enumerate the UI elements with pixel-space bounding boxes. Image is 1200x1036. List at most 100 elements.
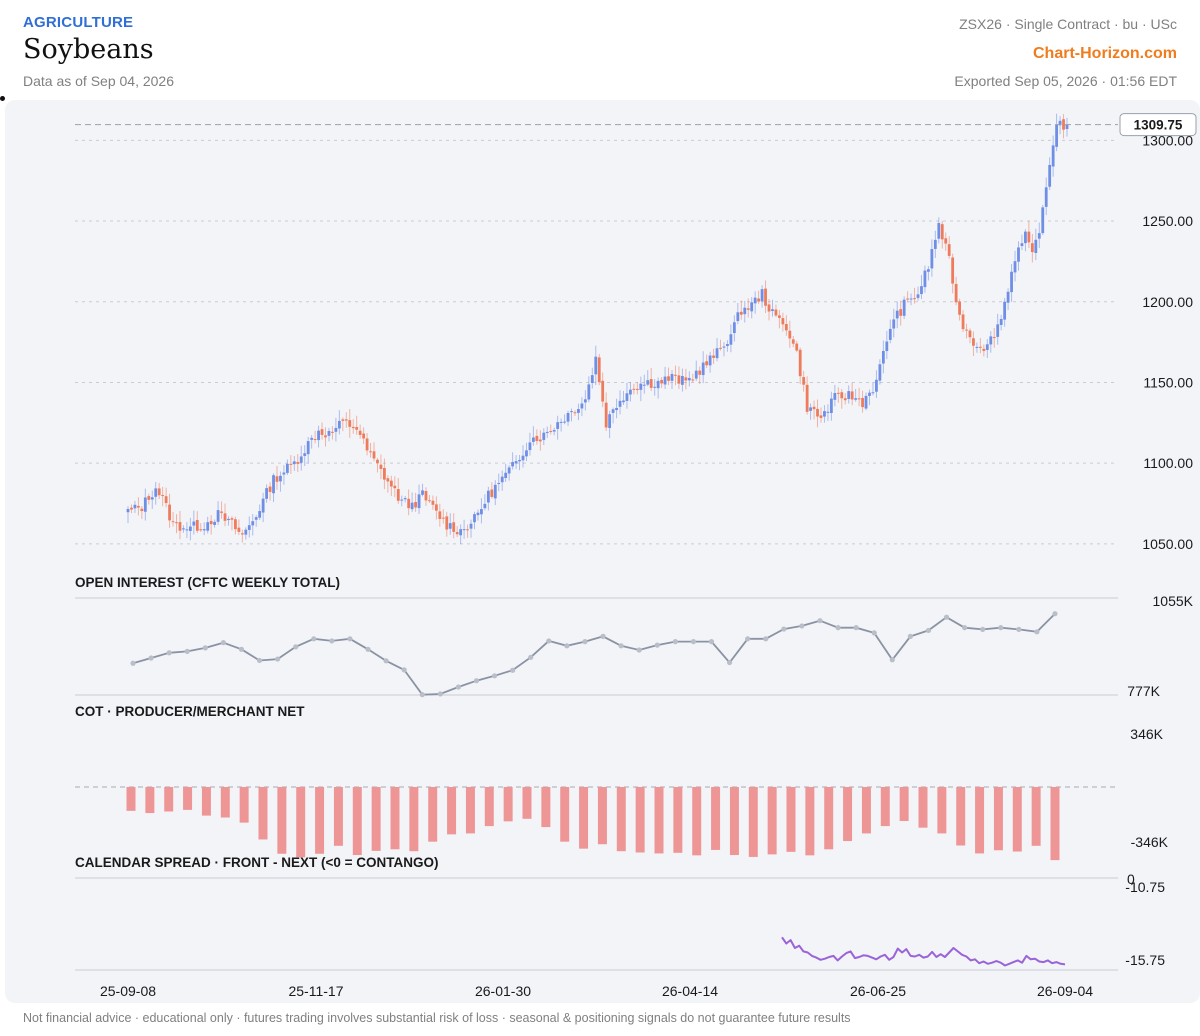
candle-body (216, 510, 220, 522)
cot-bar (579, 787, 589, 849)
candle-body (504, 472, 508, 479)
candle-body (826, 411, 830, 413)
cot-bar (164, 787, 174, 812)
candle-body (324, 435, 327, 438)
candle-body (982, 348, 986, 351)
candle-body (698, 370, 702, 375)
candle-body (1058, 120, 1062, 126)
candle-body (857, 398, 861, 400)
x-axis-labels: 25-09-08 25-11-17 26-01-30 26-04-14 26-06-25… (100, 983, 1093, 999)
cot-bar (975, 787, 985, 854)
candle-body (199, 529, 203, 531)
candle-body (234, 519, 237, 530)
candle-body (992, 337, 996, 339)
brand-link[interactable]: Chart-Horizon.com (1033, 45, 1177, 62)
price-tick-label: 1100.00 (1143, 455, 1193, 471)
candle-body (559, 421, 563, 423)
oi-point (564, 643, 570, 649)
cot-bar (239, 787, 249, 823)
spread-tick-label: -10.75 (1125, 879, 1165, 895)
candle-body (310, 437, 314, 440)
price-candles (126, 113, 1069, 545)
oi-tick-label: 1055K (1153, 593, 1194, 609)
candle-body (743, 307, 747, 315)
cot-bar (918, 787, 928, 828)
candle-body (372, 451, 376, 459)
candle-body (493, 484, 497, 499)
candle-body (587, 384, 591, 400)
candle-body (719, 347, 722, 349)
candle-body (531, 437, 535, 442)
candle-body (629, 389, 632, 395)
candle-body (507, 467, 511, 474)
candle-body (511, 462, 515, 467)
candle-body (1044, 187, 1048, 207)
candle-body (913, 298, 916, 300)
oi-panel-title: OPEN INTEREST (CFTC WEEKLY TOTAL) (75, 575, 340, 590)
candle-body (452, 522, 456, 532)
candle-body (674, 374, 677, 376)
candle-body (552, 430, 556, 432)
candle-body (875, 379, 878, 392)
candle-body (1062, 119, 1065, 130)
oi-point (510, 667, 516, 673)
candle-body (240, 533, 244, 535)
oi-point (1052, 611, 1058, 617)
candle-body (265, 488, 268, 499)
oi-point (256, 657, 263, 664)
candle-body (1065, 124, 1069, 129)
candle-body (843, 398, 847, 401)
candle-body (784, 324, 788, 331)
candle-body (292, 461, 296, 465)
oi-series-line (132, 613, 1056, 696)
candle-body (424, 491, 428, 501)
cot-bar (541, 787, 551, 828)
cot-bar (560, 787, 570, 842)
candle-body (649, 379, 653, 388)
candle-body (389, 480, 393, 487)
candle-body (161, 495, 165, 497)
candle-body (407, 498, 411, 509)
oi-point (401, 667, 407, 673)
cot-bar (390, 787, 400, 850)
cot-tick-label: -346K (1131, 834, 1169, 850)
oi-point (148, 655, 154, 661)
candle-body (154, 488, 158, 497)
candle-body (275, 476, 279, 482)
oi-point (980, 626, 986, 633)
candle-body (150, 497, 154, 500)
candle-body (778, 315, 781, 318)
contract-info: ZSX26 · Single Contract · bu · USc (959, 16, 1177, 32)
oi-point (293, 644, 299, 650)
cot-bar (333, 787, 343, 846)
oi-point (745, 636, 751, 642)
oi-point (1034, 629, 1040, 635)
candle-body (133, 504, 137, 509)
candle-body (334, 427, 338, 432)
cot-bar (522, 787, 532, 819)
candle-body (431, 500, 435, 505)
candle-body (771, 309, 774, 311)
oi-point (528, 654, 534, 660)
candle-body (480, 509, 483, 515)
candle-body (441, 517, 445, 519)
candle-body (313, 439, 317, 441)
candle-body (414, 502, 417, 508)
candle-body (996, 324, 1000, 337)
candle-body (601, 380, 605, 402)
open-interest-panel: 1055K 777K (75, 593, 1194, 699)
cot-bar (1031, 787, 1041, 846)
x-tick-label: 25-11-17 (288, 983, 343, 999)
candle-body (878, 364, 882, 381)
candle-body (213, 521, 217, 525)
candle-body (168, 504, 171, 521)
candle-body (712, 355, 715, 358)
candle-body (448, 523, 452, 529)
candle-body (750, 302, 754, 312)
candle-body (535, 435, 539, 441)
x-tick-label: 26-06-25 (850, 983, 906, 999)
candle-body (417, 494, 421, 509)
candle-body (760, 289, 764, 302)
candle-body (978, 346, 982, 348)
candle-body (902, 299, 906, 316)
